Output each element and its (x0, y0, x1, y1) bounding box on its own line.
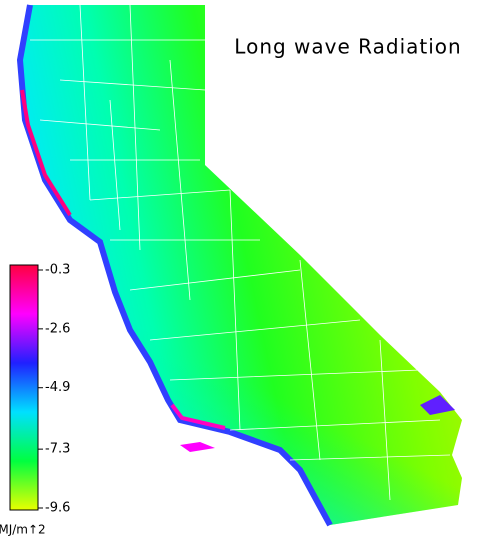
california (16, 4, 462, 527)
coast-hot (20, 89, 72, 217)
title: Long wave Radiation (234, 35, 461, 59)
colorbar-tick-label: -7.3 (45, 442, 70, 457)
coastal-shading (20, 5, 462, 525)
colorbar-box (9, 264, 39, 511)
island (180, 442, 215, 452)
colorbar-tick-label: -2.6 (45, 321, 70, 336)
lake (420, 395, 455, 415)
coast-hot (170, 403, 226, 430)
county-lines (30, 4, 451, 501)
colorbar-tick-label: -4.9 (45, 380, 70, 395)
colorbar: MJ/m↑2 -0.3 -2.6 -4.9 -7.3 -9.6 (0, 263, 70, 537)
colorbar-tick-label: -0.3 (45, 263, 70, 278)
colorbar-tick-label: -9.6 (45, 501, 70, 516)
colorbar-unit: MJ/m↑2 (0, 523, 46, 537)
